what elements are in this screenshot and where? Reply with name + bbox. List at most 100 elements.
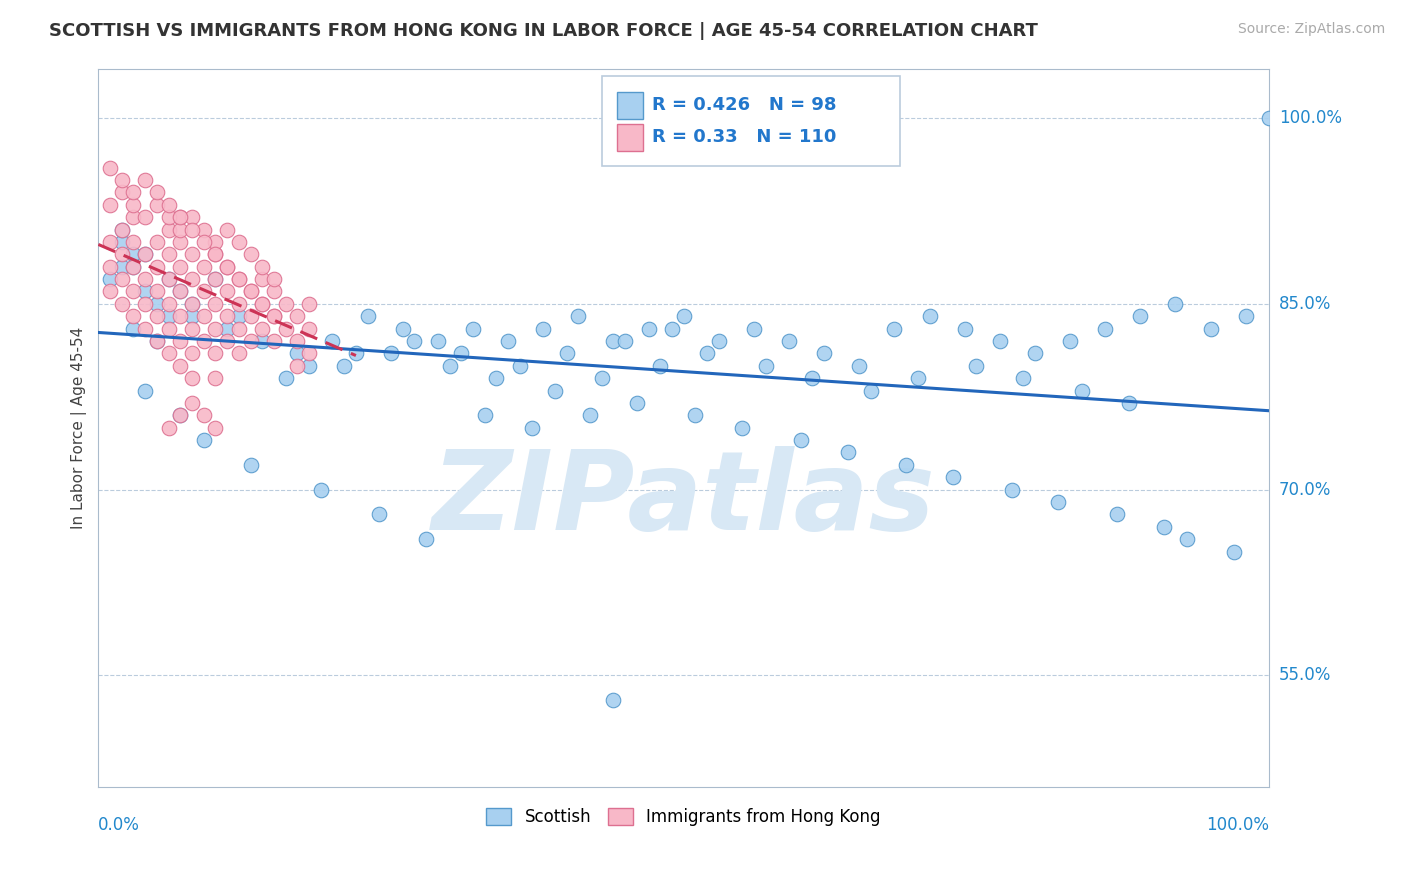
Point [239,247,262,261]
Point [942,470,965,484]
Point [1199,321,1222,335]
Point [122,260,145,274]
Point [602,334,624,348]
Point [122,321,145,335]
Point [146,235,169,249]
Point [848,359,870,373]
Point [204,247,226,261]
Point [439,359,461,373]
Point [181,396,204,410]
Point [1223,544,1246,558]
Point [111,222,134,236]
Point [169,210,191,224]
Point [567,310,589,324]
Point [894,458,917,472]
Point [591,371,613,385]
Point [204,371,226,385]
Point [1129,310,1152,324]
Point [1047,495,1070,509]
Point [193,285,215,299]
Point [356,310,378,324]
Point [626,396,648,410]
Point [217,321,239,335]
Point [263,272,285,286]
Text: 0.0%: 0.0% [98,815,141,834]
Point [146,334,169,348]
Point [263,285,285,299]
Point [98,235,121,249]
Point [860,384,883,398]
Point [1070,384,1092,398]
Point [169,285,191,299]
Point [461,321,484,335]
Point [146,334,169,348]
Point [239,334,262,348]
Point [111,260,134,274]
Point [134,247,156,261]
Bar [617,92,643,119]
Point [309,483,332,497]
Point [157,421,180,435]
Point [755,359,778,373]
Point [520,421,543,435]
Point [217,222,239,236]
Bar [617,124,643,151]
Text: 100.0%: 100.0% [1279,109,1341,127]
Point [181,247,204,261]
Point [228,235,250,249]
Point [193,334,215,348]
Point [204,235,226,249]
Point [637,321,659,335]
Point [98,272,121,286]
Point [287,359,309,373]
Point [181,371,204,385]
Text: ZIPatlas: ZIPatlas [432,446,935,553]
Point [252,321,274,335]
Point [228,272,250,286]
Point [181,321,204,335]
Point [169,210,191,224]
Point [485,371,508,385]
Point [181,297,204,311]
Point [496,334,519,348]
Point [181,222,204,236]
Point [650,359,672,373]
Point [1175,532,1198,546]
Point [731,421,754,435]
Point [1105,508,1128,522]
Point [263,334,285,348]
Point [837,445,859,459]
Point [204,321,226,335]
Point [134,247,156,261]
Point [146,310,169,324]
Point [883,321,905,335]
Point [169,359,191,373]
Point [169,334,191,348]
Point [404,334,426,348]
Point [287,346,309,360]
Point [474,409,496,423]
Point [228,346,250,360]
Point [111,222,134,236]
Point [146,297,169,311]
Point [672,310,695,324]
Point [801,371,824,385]
Point [685,409,707,423]
Legend: Scottish, Immigrants from Hong Kong: Scottish, Immigrants from Hong Kong [479,801,887,832]
Point [193,260,215,274]
Point [146,260,169,274]
Point [134,384,156,398]
Point [181,310,204,324]
Point [111,173,134,187]
Point [157,222,180,236]
Point [204,346,226,360]
Point [239,310,262,324]
Point [298,346,321,360]
Point [193,235,215,249]
Point [111,235,134,249]
Point [252,297,274,311]
Point [555,346,578,360]
Point [111,272,134,286]
Text: R = 0.426   N = 98: R = 0.426 N = 98 [652,96,837,114]
Point [169,222,191,236]
